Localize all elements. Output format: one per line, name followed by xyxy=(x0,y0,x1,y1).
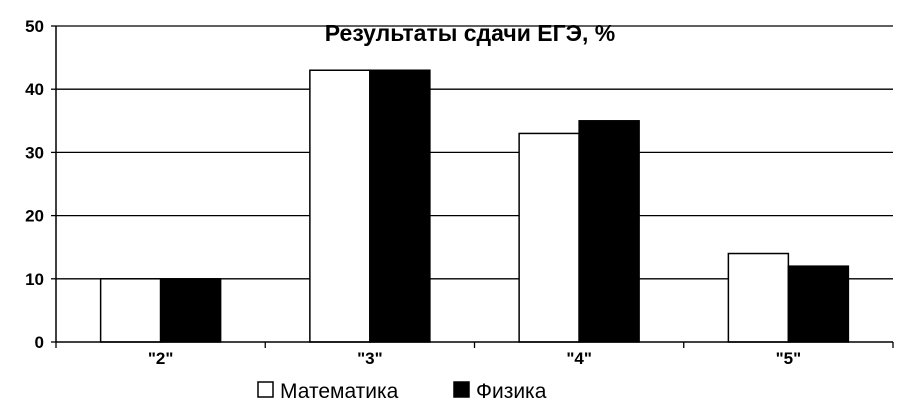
gridlines xyxy=(56,25,893,280)
bar-math xyxy=(309,69,371,343)
bar-physics xyxy=(159,278,222,343)
legend-swatch-physics xyxy=(453,381,470,398)
y-tick-label: 50 xyxy=(25,17,44,36)
bar-physics xyxy=(369,69,431,343)
x-tick-label: "2" xyxy=(148,349,174,368)
bar-math xyxy=(99,278,162,343)
bar-math xyxy=(727,252,790,343)
bar-physics xyxy=(787,265,850,343)
x-tick-label: "5" xyxy=(776,349,802,368)
chart-title: Результаты сдачи ЕГЭ, % xyxy=(325,20,615,46)
bars xyxy=(99,69,850,343)
legend-label-math: Математика xyxy=(280,380,399,402)
y-tick-label: 20 xyxy=(25,207,44,226)
y-tick-label: 10 xyxy=(25,270,44,289)
x-tick-label: "3" xyxy=(357,349,383,368)
y-tick-label: 30 xyxy=(25,143,44,162)
bar-physics xyxy=(578,120,640,343)
axes xyxy=(55,26,894,348)
legend-swatch-math xyxy=(257,381,274,398)
legend-label-physics: Физика xyxy=(476,380,547,402)
y-axis-ticks: 0 10 20 30 40 50 xyxy=(25,17,56,352)
legend: Математика Физика xyxy=(257,380,547,402)
y-tick-label: 0 xyxy=(35,333,44,352)
x-axis-labels: "2" "3" "4" "5" xyxy=(148,349,801,368)
bar-math xyxy=(518,132,580,343)
x-tick-label: "4" xyxy=(566,349,592,368)
y-tick-label: 40 xyxy=(25,80,44,99)
